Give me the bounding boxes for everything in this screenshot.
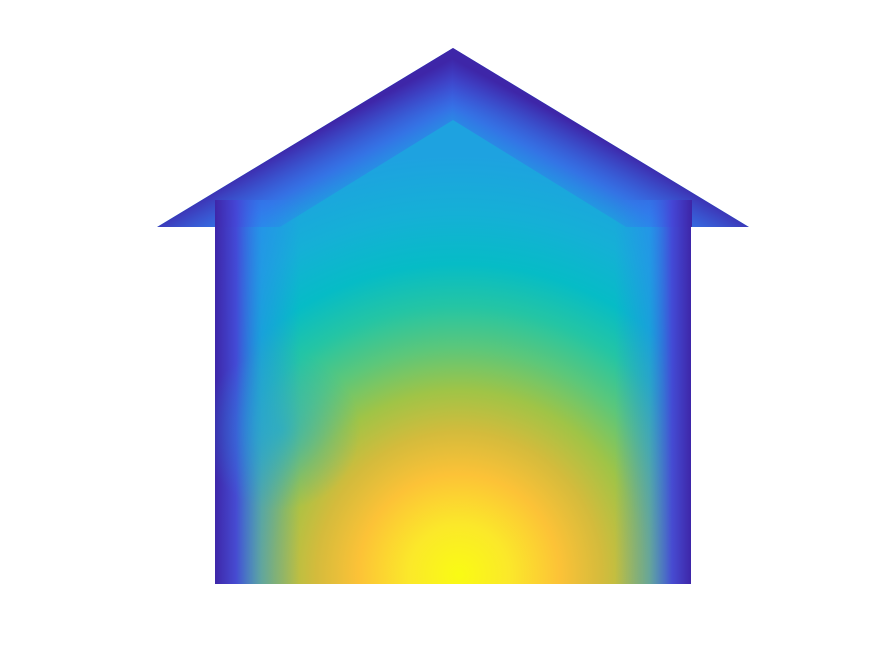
house-heatmap	[157, 48, 749, 584]
left-mid-cool-patch	[200, 340, 370, 520]
right-wall-cold-band	[610, 200, 692, 584]
roof-right-cold-band	[453, 48, 749, 227]
roof-left-cold-band	[157, 48, 453, 227]
